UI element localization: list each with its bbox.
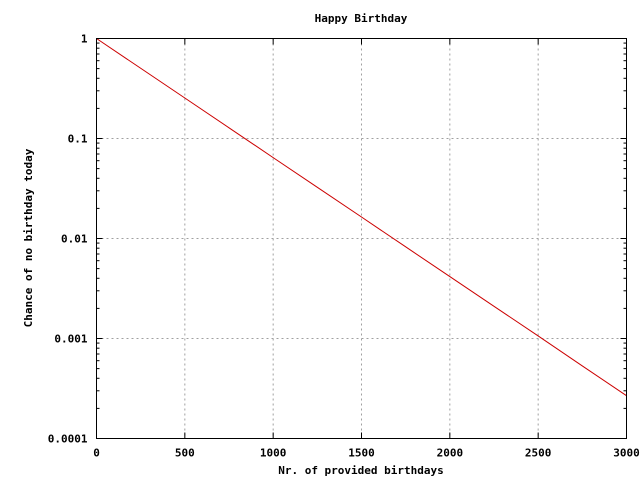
y-tick-label: 0.1 xyxy=(68,133,88,146)
y-tick-label: 0.0001 xyxy=(48,433,88,446)
y-tick-label: 0.01 xyxy=(61,233,88,246)
x-axis-label: Nr. of provided birthdays xyxy=(278,464,444,477)
y-tick-labels: 1 0.1 0.01 0.001 0.0001 xyxy=(48,33,88,446)
x-tick-label: 2500 xyxy=(525,447,552,460)
y-tick-label: 0.001 xyxy=(54,333,87,346)
y-axis-label: Chance of no birthday today xyxy=(22,148,35,327)
plot-frame xyxy=(96,38,627,439)
series-line xyxy=(96,38,627,397)
x-tick-label: 500 xyxy=(175,447,195,460)
y-tick-label: 1 xyxy=(81,33,88,46)
x-tick-labels: 0 500 1000 1500 2000 2500 3000 xyxy=(93,447,640,460)
x-tick-label: 1500 xyxy=(348,447,375,460)
x-tick-label: 0 xyxy=(93,447,100,460)
x-tick-label: 3000 xyxy=(613,447,640,460)
x-tick-label: 1000 xyxy=(260,447,287,460)
x-tick-label: 2000 xyxy=(437,447,464,460)
chart-title: Happy Birthday xyxy=(315,12,408,25)
data-series xyxy=(96,38,627,397)
grid-lines xyxy=(96,38,627,439)
